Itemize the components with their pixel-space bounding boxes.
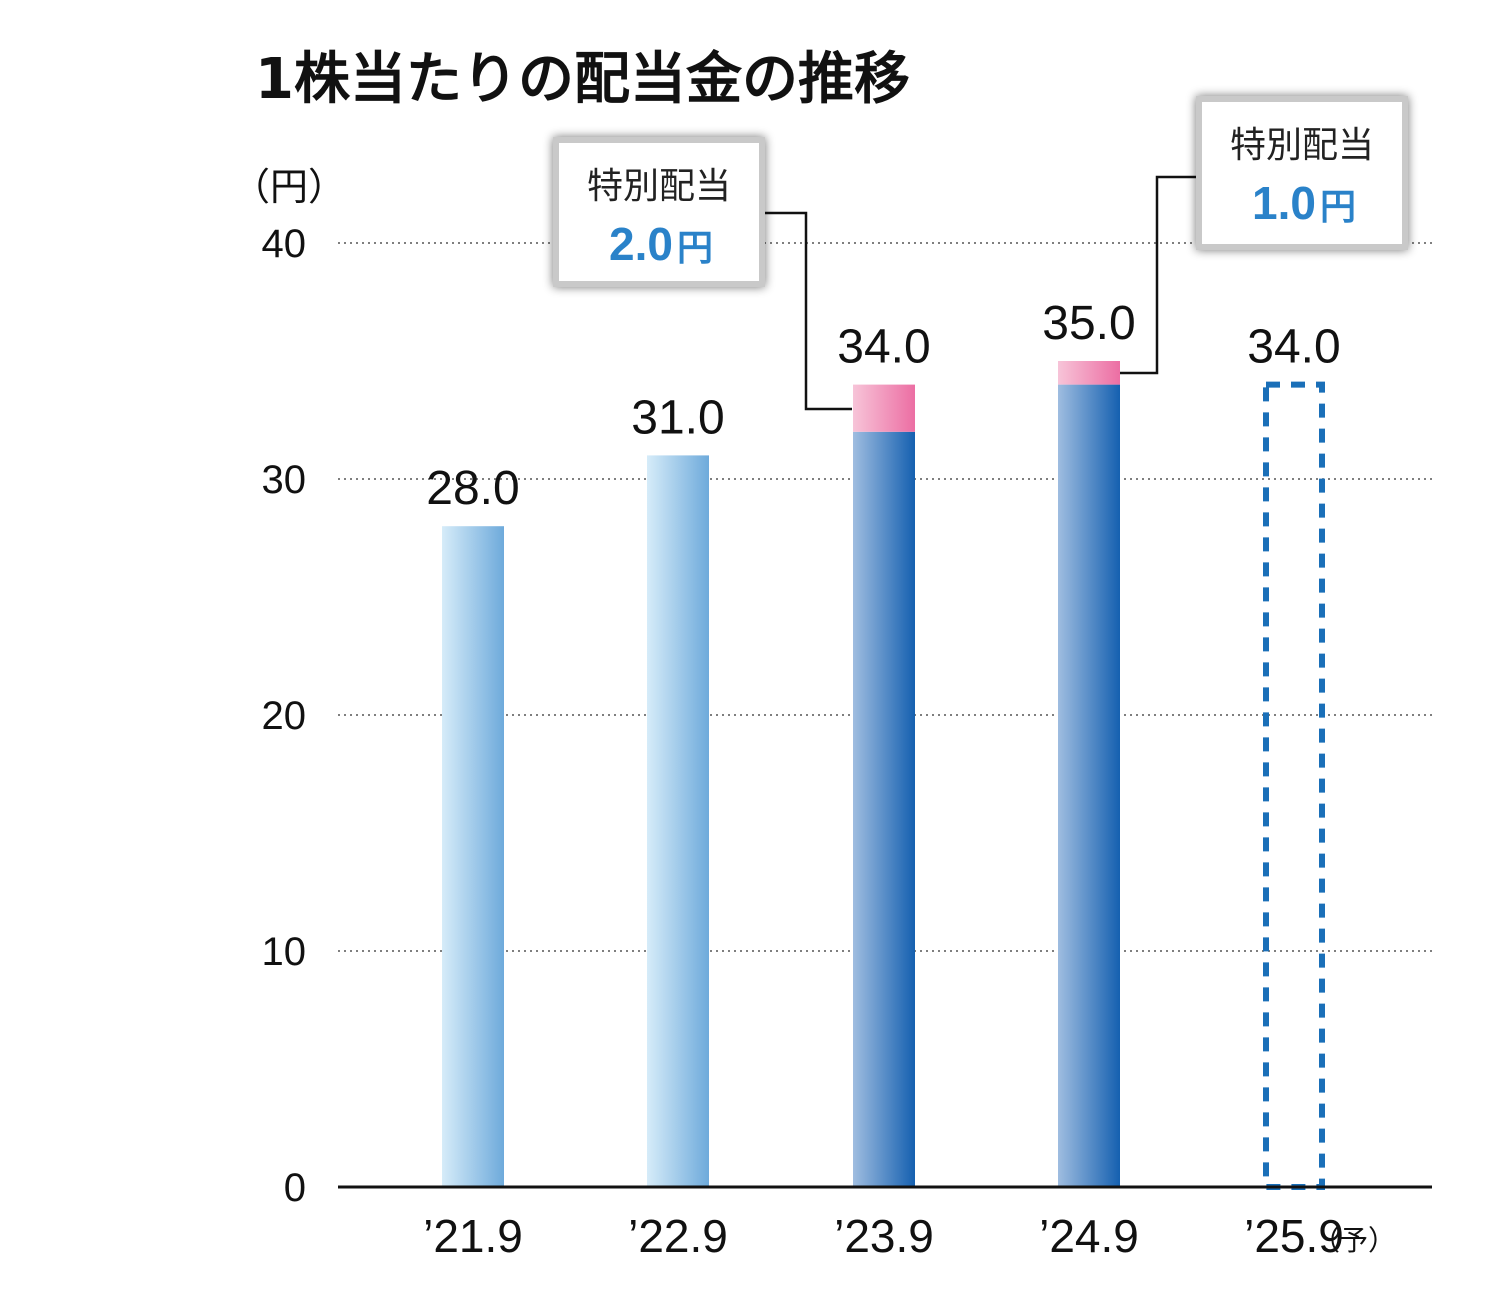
x-tick-label: ’21.9 bbox=[423, 1210, 523, 1262]
bar-ordinary bbox=[647, 455, 709, 1187]
callout-label: 特別配当 bbox=[587, 166, 731, 207]
x-tick-label: ’23.9 bbox=[834, 1210, 934, 1262]
bar-forecast bbox=[1263, 381, 1325, 1191]
y-tick-label: 40 bbox=[262, 222, 307, 266]
data-labels: 28.0 31.0 34.0 35.0 34.0 bbox=[426, 297, 1340, 515]
y-tick-label: 20 bbox=[262, 694, 307, 738]
callout-box bbox=[1196, 96, 1408, 250]
special-dividend-callout: 特別配当 2.0 円 bbox=[553, 137, 765, 287]
x-tick-label: ’24.9 bbox=[1039, 1210, 1139, 1262]
callout-box bbox=[553, 137, 765, 287]
callout-value: 1.0 円 bbox=[1252, 177, 1356, 229]
bar-ordinary bbox=[1058, 384, 1120, 1188]
callout-connectors bbox=[762, 175, 1203, 411]
x-tick-label: ’25.9 bbox=[1244, 1210, 1344, 1262]
x-tick-label: ’22.9 bbox=[628, 1210, 728, 1262]
chart-title: 1株当たりの配当金の推移 bbox=[255, 47, 910, 112]
callout-value: 2.0 円 bbox=[609, 218, 713, 270]
data-label: 35.0 bbox=[1042, 297, 1135, 350]
y-tick-label: 30 bbox=[262, 458, 307, 502]
y-axis-ticks: 0 10 20 30 40 bbox=[262, 222, 307, 1210]
data-label: 31.0 bbox=[631, 391, 724, 444]
data-label: 34.0 bbox=[837, 321, 930, 374]
x-axis-ticks: ’21.9 ’22.9 ’23.9 ’24.9 ’25.9（予） bbox=[423, 1210, 1396, 1262]
bar-special bbox=[853, 384, 915, 432]
special-dividend-callout: 特別配当 1.0 円 bbox=[1196, 96, 1408, 250]
callouts: 特別配当 2.0 円 特別配当 1.0 円 bbox=[553, 96, 1408, 287]
data-label: 34.0 bbox=[1247, 321, 1340, 374]
data-label: 28.0 bbox=[426, 462, 519, 515]
bars bbox=[442, 361, 1325, 1191]
y-tick-label: 0 bbox=[284, 1166, 306, 1210]
bar-ordinary bbox=[442, 526, 504, 1187]
callout-connector bbox=[762, 211, 852, 411]
bar-ordinary bbox=[853, 431, 915, 1187]
callout-connector bbox=[1120, 175, 1203, 375]
forecast-mark: （予） bbox=[1312, 1224, 1396, 1257]
bar-special bbox=[1058, 361, 1120, 385]
callout-label: 特別配当 bbox=[1230, 125, 1374, 166]
y-tick-label: 10 bbox=[262, 930, 307, 974]
y-axis-unit: （円） bbox=[232, 167, 346, 209]
